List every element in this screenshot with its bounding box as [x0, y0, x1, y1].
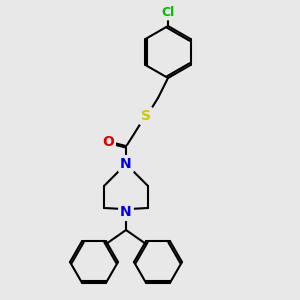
Text: Cl: Cl [161, 5, 175, 19]
Text: O: O [102, 135, 114, 149]
Text: S: S [141, 109, 151, 123]
Text: N: N [120, 205, 132, 219]
Text: N: N [120, 157, 132, 171]
